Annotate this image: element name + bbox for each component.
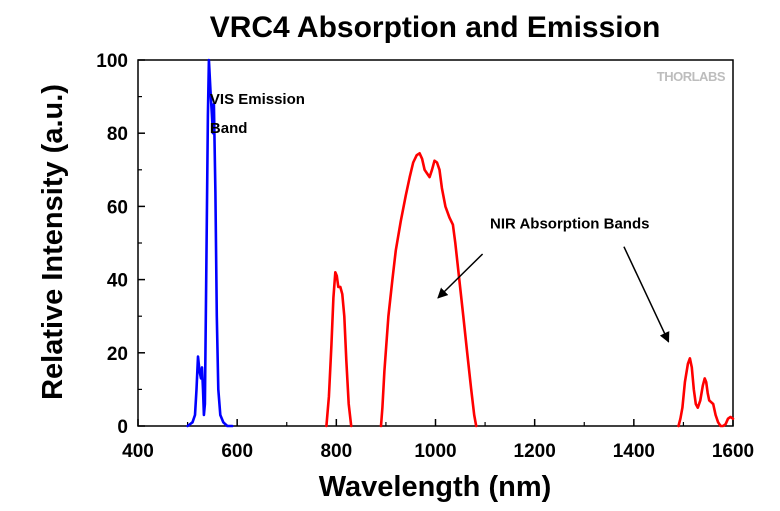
annotation-arrow: [623, 246, 670, 343]
y-tick-label: 60: [107, 197, 128, 218]
y-tick-label: 0: [117, 417, 128, 438]
x-tick-label: 1000: [414, 441, 456, 462]
y-tick-label: 100: [96, 51, 128, 72]
plot-area: [137, 59, 734, 427]
series-line: [325, 271, 353, 428]
x-tick-label: 800: [320, 441, 352, 462]
series-line: [677, 357, 735, 428]
series-line: [186, 58, 234, 428]
y-tick-label: 20: [107, 344, 128, 365]
x-tick-label: 1200: [514, 441, 556, 462]
y-tick-label: 40: [107, 271, 128, 292]
annotation-arrow: [437, 253, 484, 299]
plot-frame: [137, 59, 734, 427]
series-layer: [186, 58, 735, 428]
thorlabs-logo: THORLABS: [657, 69, 726, 84]
x-tick-label: 400: [122, 441, 154, 462]
annotation-label: Band: [210, 120, 248, 137]
y-axis-ticks: 0 20 40 60 80 100: [96, 51, 145, 438]
y-tick-label: 80: [107, 124, 128, 145]
x-tick-label: 1400: [613, 441, 655, 462]
y-axis-title: Relative Intensity (a.u.): [37, 84, 69, 400]
chart-title: VRC4 Absorption and Emission: [210, 11, 661, 44]
series-line: [379, 152, 478, 428]
x-tick-label: 1600: [712, 441, 754, 462]
x-axis-title: Wavelength (nm): [319, 471, 552, 503]
x-axis-ticks: 400 600 800 1000 1200 1400 1600: [122, 419, 754, 462]
x-tick-label: 600: [221, 441, 253, 462]
annotation-label: NIR Absorption Bands: [490, 215, 649, 232]
annotation-label: VIS Emission: [210, 91, 305, 108]
annotation-layer: VIS Emission Band NIR Absorption Bands: [210, 91, 670, 343]
